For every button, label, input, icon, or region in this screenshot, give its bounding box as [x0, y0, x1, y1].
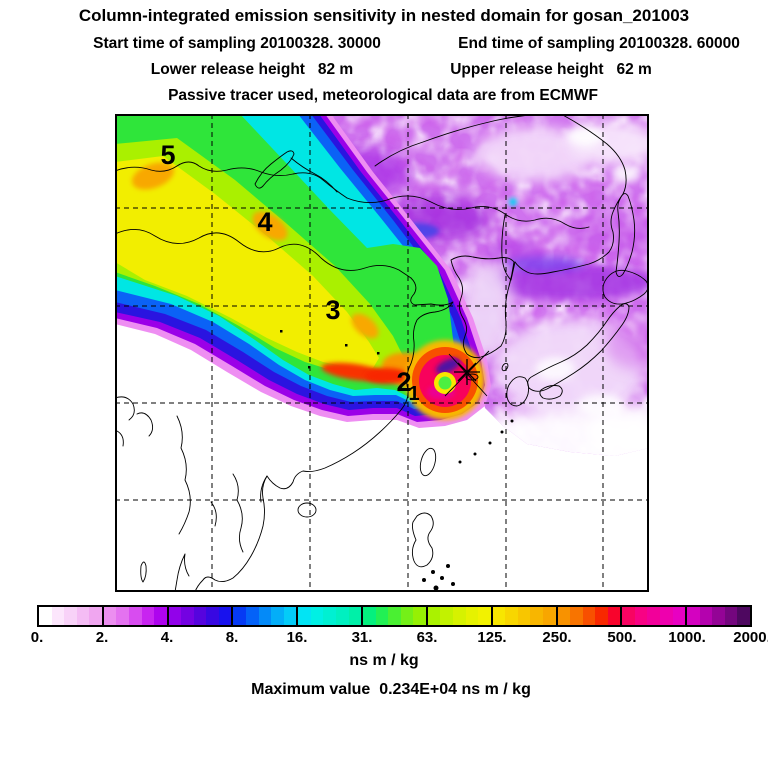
colorbar-tick: 250.: [542, 629, 572, 646]
colorbar-cell: [388, 607, 401, 625]
colorbar-cell: [699, 607, 713, 625]
colorbar-cell: [64, 607, 77, 625]
end-time-label: End time of sampling 20100328. 60000: [458, 35, 740, 52]
colorbar-tick: 2000.: [733, 629, 768, 646]
colorbar-cell: [271, 607, 284, 625]
colorbar-cell: [283, 607, 297, 625]
source-star-icon: [444, 350, 490, 397]
colorbar-cell: [323, 607, 336, 625]
colorbar-cell: [737, 607, 750, 625]
band-125-250: [115, 156, 379, 370]
colorbar-cell: [218, 607, 232, 625]
colorbar-cell: [400, 607, 414, 625]
trajectory-number-4: 4: [257, 207, 272, 237]
graticule: [115, 114, 649, 592]
colorbar-units-label: ns m / kg: [349, 652, 419, 669]
map-layers: 5 4 3 21: [115, 114, 649, 592]
colorbar-tick: 8.: [225, 629, 239, 646]
colorbar-cell: [607, 607, 621, 625]
colorbar-cell: [724, 607, 738, 625]
colorbar-cell: [310, 607, 324, 625]
trajectory-day-numbers: 5 4 3 21: [160, 140, 419, 405]
page-title: Column-integrated emission sensitivity i…: [78, 6, 690, 25]
colorbar-cell: [582, 607, 596, 625]
tracer-note-label: Passive tracer used, meteorological data…: [168, 87, 598, 104]
colorbar-cell: [89, 607, 102, 625]
colorbar-tick: 2.: [95, 629, 109, 646]
small-islands: [280, 330, 514, 591]
colorbar-tick: 500.: [607, 629, 637, 646]
colorbar-cell: [375, 607, 389, 625]
upper-release-height-label: Upper release height 62 m: [450, 61, 652, 78]
colorbar-cell: [258, 607, 272, 625]
colorbar-tick: 125.: [477, 629, 507, 646]
colorbar-cell: [296, 607, 311, 625]
colorbar-cell: [634, 607, 648, 625]
map-frame: [115, 114, 649, 592]
colorbar-cell: [685, 607, 700, 625]
colorbar-cell: [413, 607, 426, 625]
coastlines: [115, 114, 649, 592]
colorbar-tick-labels: 0. 2. 4. 8. 16. 31. 63. 125. 250. 500. 1000. 2000.: [31, 629, 768, 647]
colorbar-cell: [101, 607, 117, 625]
colorbar-cell: [231, 607, 246, 625]
colorbar-cell: [542, 607, 556, 625]
colorbar-cell: [517, 607, 531, 625]
colorbar-tick: 4.: [160, 629, 174, 646]
colorbar-tick: 0.: [30, 629, 44, 646]
trajectory-number-1: 1: [408, 383, 419, 405]
trajectory-number-5: 5: [160, 140, 175, 170]
trajectory-number-2: 2: [396, 367, 411, 397]
colorbar-tick: 1000.: [668, 629, 706, 646]
colorbar-cell: [440, 607, 453, 625]
emission-sensitivity-map: 5 4 3 21: [115, 114, 649, 592]
colorbar-cell: [478, 607, 491, 625]
colorbar-cell: [361, 607, 376, 625]
colorbar-cell: [505, 607, 518, 625]
colorbar-cell: [348, 607, 362, 625]
colorbar-cell: [193, 607, 207, 625]
source-hotspot: [405, 340, 485, 420]
colorbar-cell: [647, 607, 660, 625]
colorbar-cell: [128, 607, 142, 625]
colorbar: [37, 605, 752, 627]
colorbar-cell: [465, 607, 479, 625]
colorbar-cell: [555, 607, 571, 625]
colorbar-cell: [672, 607, 686, 625]
colorbar-cell: [712, 607, 725, 625]
colorbar-cell: [141, 607, 155, 625]
start-time-label: Start time of sampling 20100328. 30000: [93, 35, 381, 52]
colorbar-cell: [490, 607, 506, 625]
max-value-label: Maximum value 0.234E+04 ns m / kg: [251, 681, 531, 698]
colorbar-cell: [206, 607, 219, 625]
colorbar-cell: [116, 607, 129, 625]
lower-release-height-label: Lower release height 82 m: [150, 61, 354, 78]
trajectory-number-3: 3: [325, 295, 340, 325]
band-500-1000-patches: [321, 362, 409, 384]
colorbar-cell: [51, 607, 65, 625]
plume-bands: [115, 114, 491, 428]
colorbar-cell: [660, 607, 673, 625]
colorbar-cell: [453, 607, 466, 625]
colorbar-cell: [530, 607, 543, 625]
colorbar-cell: [595, 607, 608, 625]
colorbar-cell: [39, 607, 52, 625]
colorbar-cell: [166, 607, 182, 625]
colorbar-cell: [570, 607, 583, 625]
colorbar-cell: [246, 607, 259, 625]
colorbar-cell: [76, 607, 90, 625]
colorbar-cell: [181, 607, 194, 625]
colorbar-cell: [425, 607, 441, 625]
colorbar-tick: 31.: [351, 629, 373, 646]
colorbar-cell: [154, 607, 167, 625]
colorbar-tick: 16.: [286, 629, 308, 646]
colorbar-tick: 63.: [416, 629, 438, 646]
colorbar-cell: [620, 607, 635, 625]
colorbar-cell: [335, 607, 349, 625]
